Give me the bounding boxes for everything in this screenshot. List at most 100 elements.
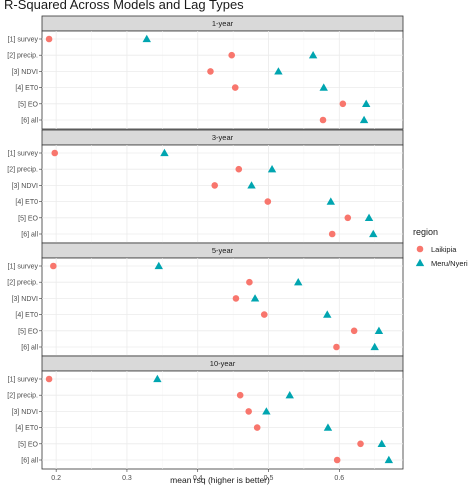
point-laikipia — [246, 278, 253, 286]
point-laikipia — [253, 424, 261, 431]
y-tick-label: [6] all — [21, 118, 38, 125]
point-meru-nyeri — [319, 83, 328, 91]
panel-gridlines — [42, 371, 403, 469]
facet-strip-label: 1-year — [212, 19, 234, 28]
point-laikipia — [333, 343, 340, 351]
y-tick-label: [3] NDVI — [12, 69, 39, 76]
legend-label: Laikipia — [431, 245, 457, 254]
point-meru-nyeri — [160, 148, 169, 157]
panel-background — [41, 257, 404, 357]
y-tick-label: [5] EO — [18, 328, 38, 335]
panel-background — [41, 370, 404, 470]
point-meru-nyeri — [370, 342, 379, 351]
panel-gridlines — [42, 258, 403, 356]
y-tick-label: [4] ET0 — [15, 199, 38, 206]
chart-title: R-Squared Across Models and Lag Types — [4, 0, 244, 12]
x-axis: 0.2 0.3 0.4 0.5 0.6 — [51, 469, 344, 482]
point-laikipia — [344, 214, 352, 222]
point-meru-nyeri — [364, 213, 374, 221]
point-meru-nyeri — [323, 423, 333, 431]
point-laikipia — [357, 440, 364, 448]
point-meru-nyeri — [384, 455, 394, 464]
point-laikipia — [50, 262, 57, 270]
point-laikipia — [235, 165, 243, 173]
y-tick-label: [3] NDVI — [12, 296, 39, 303]
point-meru-nyeri — [377, 439, 386, 447]
panel-points — [50, 261, 384, 351]
point-meru-nyeri — [154, 261, 163, 270]
legend-key-laikipia — [416, 245, 424, 253]
point-laikipia — [232, 295, 240, 302]
point-laikipia — [264, 198, 272, 205]
point-meru-nyeri — [361, 99, 371, 107]
x-tick-label: 0.6 — [334, 475, 344, 482]
point-laikipia — [211, 182, 219, 189]
point-laikipia — [319, 116, 327, 124]
x-tick-label: 0.3 — [122, 475, 132, 482]
point-laikipia — [333, 456, 341, 464]
panel-background — [41, 30, 404, 130]
point-meru-nyeri — [267, 165, 277, 173]
point-meru-nyeri — [326, 197, 335, 205]
legend-title: region — [413, 227, 438, 237]
y-tick-label: [4] ET0 — [15, 425, 38, 432]
x-tick-label: 0.2 — [51, 475, 61, 482]
point-laikipia — [228, 51, 236, 59]
point-meru-nyeri — [274, 67, 283, 75]
y-tick-label: [1] survey — [8, 37, 39, 44]
facet-panel-5-year: 5-year [1] survey [2] precip. [3] NDVI [4] E… — [7, 242, 404, 357]
facet-strip-label: 3-year — [212, 133, 234, 142]
panel-points — [45, 374, 394, 464]
point-laikipia — [231, 84, 239, 91]
point-meru-nyeri — [285, 391, 294, 399]
point-meru-nyeri — [250, 294, 260, 302]
point-laikipia — [339, 100, 347, 108]
facet-panel-10-year: 10-year [1] survey [2] precip. [3] NDVI [4] … — [7, 355, 404, 470]
panel-gridlines — [42, 145, 403, 243]
point-meru-nyeri — [374, 326, 384, 334]
point-laikipia — [45, 375, 53, 383]
panel-gridlines — [42, 31, 403, 129]
y-tick-label: [2] precip. — [7, 167, 38, 174]
point-laikipia — [45, 35, 53, 43]
y-tick-label: [4] ET0 — [15, 85, 38, 92]
y-tick-label: [3] NDVI — [12, 409, 39, 416]
facet-strip-label: 5-year — [212, 246, 234, 255]
panel-points — [51, 148, 378, 238]
facet-panel-3-year: 3-year [1] survey [2] precip. [3] NDVI [4] E… — [7, 129, 404, 244]
point-laikipia — [245, 408, 252, 415]
point-meru-nyeri — [369, 229, 378, 238]
point-laikipia — [260, 311, 268, 318]
point-meru-nyeri — [323, 310, 332, 318]
y-tick-label: [1] survey — [8, 264, 39, 271]
y-tick-label: [5] EO — [18, 215, 38, 222]
point-meru-nyeri — [247, 181, 256, 189]
facet-panel-1-year: 1-year [1] survey [2] precip. [3] NDVI [4] E… — [7, 15, 404, 130]
panel-background — [41, 144, 404, 244]
y-tick-label: [2] precip. — [7, 393, 38, 400]
point-laikipia — [350, 327, 358, 335]
point-laikipia — [207, 68, 214, 75]
point-meru-nyeri — [294, 278, 303, 286]
facet-panels: 1-year [1] survey [2] precip. [3] NDVI [4] E… — [7, 15, 404, 470]
y-tick-label: [1] survey — [8, 377, 39, 384]
x-tick-label: 0.5 — [264, 475, 274, 482]
y-tick-label: [1] survey — [8, 151, 39, 158]
point-meru-nyeri — [308, 51, 318, 59]
point-laikipia — [236, 391, 244, 399]
point-meru-nyeri — [153, 374, 162, 383]
panel-points — [45, 34, 371, 124]
legend-key-meru-nyeri — [415, 258, 425, 267]
point-meru-nyeri — [262, 407, 271, 415]
y-tick-label: [6] all — [21, 232, 38, 239]
y-tick-label: [3] NDVI — [12, 183, 39, 190]
y-tick-label: [6] all — [21, 458, 38, 465]
x-tick-label: 0.4 — [193, 475, 203, 482]
y-tick-label: [5] EO — [18, 101, 38, 108]
y-tick-label: [5] EO — [18, 441, 38, 448]
facet-strip-label: 10-year — [210, 359, 236, 368]
y-tick-label: [2] precip. — [7, 53, 38, 60]
point-meru-nyeri — [142, 34, 151, 43]
x-axis-title: mean rsq (higher is better) — [170, 475, 270, 485]
